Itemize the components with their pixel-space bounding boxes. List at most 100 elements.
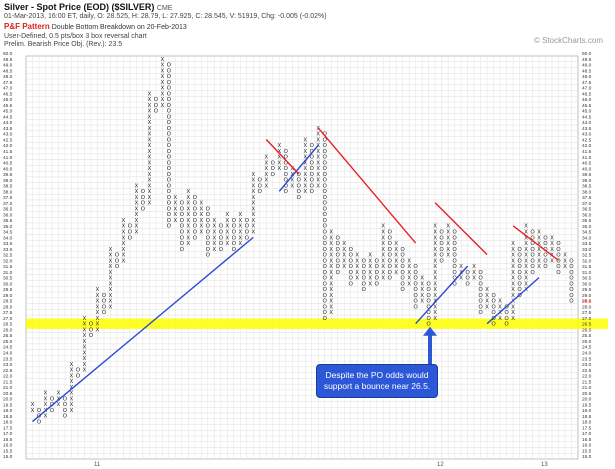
x-box: X [433, 253, 437, 259]
x-box: X [550, 241, 554, 247]
o-box: O [167, 68, 171, 74]
x-box: X [251, 189, 255, 195]
price-tick-right: 20.0 [582, 397, 592, 403]
o-box: O [271, 160, 275, 166]
o-box: O [427, 322, 431, 328]
price-tick-left: 22.5 [3, 368, 13, 374]
x-box: X [368, 253, 372, 259]
o-box: O [414, 276, 418, 282]
o-box: O [128, 224, 132, 230]
x-box: X [251, 229, 255, 235]
o-box: O [414, 281, 418, 287]
x-box: X [303, 155, 307, 161]
x-box: X [381, 253, 385, 259]
price-tick-left: 26.0 [3, 327, 13, 333]
price-tick-left: 33.5 [3, 241, 13, 247]
o-box: O [141, 189, 145, 195]
resistance-line [265, 138, 300, 175]
watermark: © StockCharts.com [533, 36, 603, 45]
price-tick-left: 49.5 [3, 57, 13, 63]
x-box: X [70, 396, 74, 402]
chart-settings: User-Defined, 0.5 pts/box 3 box reversal… [4, 33, 147, 40]
price-tick-right: 33.0 [582, 247, 592, 253]
o-box: O [102, 299, 106, 305]
x-box: X [226, 212, 230, 218]
x-box: X [381, 276, 385, 282]
price-tick-left: 28.0 [3, 304, 13, 310]
o-box: O [180, 206, 184, 212]
x-box: X [368, 270, 372, 276]
o-box: O [323, 304, 327, 310]
x-box: X [368, 258, 372, 264]
o-box: O [115, 264, 119, 270]
x-box: X [174, 195, 178, 201]
price-tick-left: 41.5 [3, 149, 13, 155]
price-tick-left: 42.0 [3, 143, 13, 149]
x-box: X [316, 143, 320, 149]
o-box: O [375, 270, 379, 276]
x-box: X [563, 253, 567, 259]
o-box: O [76, 368, 80, 374]
x-box: X [44, 396, 48, 402]
x-box: X [277, 160, 281, 166]
price-tick-left: 17.5 [3, 425, 13, 431]
x-box: X [498, 316, 502, 322]
price-tick-left: 21.5 [3, 379, 13, 385]
x-box: X [303, 143, 307, 149]
price-tick-left: 36.0 [3, 212, 13, 218]
annotation-callout: Despite the PO odds would support a boun… [316, 364, 438, 398]
x-box: X [148, 201, 152, 207]
o-box: O [167, 109, 171, 115]
o-box: O [219, 241, 223, 247]
x-box: X [148, 120, 152, 126]
price-tick-left: 43.5 [3, 126, 13, 132]
o-box: O [167, 166, 171, 172]
o-box: O [388, 247, 392, 253]
x-box: X [174, 218, 178, 224]
o-box: O [517, 264, 521, 270]
o-box: O [517, 247, 521, 253]
o-box: O [310, 172, 314, 178]
o-box: O [180, 247, 184, 253]
x-box: X [433, 241, 437, 247]
x-box: X [109, 293, 113, 299]
o-box: O [63, 396, 67, 402]
x-box: X [524, 241, 528, 247]
o-box: O [245, 218, 249, 224]
x-box: X [394, 253, 398, 259]
o-box: O [167, 120, 171, 126]
x-box: X [485, 293, 489, 299]
o-box: O [388, 258, 392, 264]
price-tick-right: 35.5 [582, 218, 592, 224]
o-box: O [193, 224, 197, 230]
x-box: X [511, 287, 515, 293]
x-box: X [122, 224, 126, 230]
x-box: X [524, 281, 528, 287]
x-box: X [342, 264, 346, 270]
o-box: O [63, 414, 67, 420]
price-tick-left: 32.5 [3, 253, 13, 259]
price-tick-right: 30.0 [582, 281, 592, 287]
o-box: O [349, 264, 353, 270]
o-box: O [297, 195, 301, 201]
x-box: X [420, 299, 424, 305]
o-box: O [414, 293, 418, 299]
x-box: X [381, 229, 385, 235]
x-box: X [329, 247, 333, 253]
price-tick-left: 45.5 [3, 103, 13, 109]
x-box: X [264, 178, 268, 184]
x-box: X [511, 316, 515, 322]
x-box: X [524, 264, 528, 270]
price-tick-left: 33.0 [3, 247, 13, 253]
o-box: O [206, 235, 210, 241]
x-box: X [537, 241, 541, 247]
price-tick-right: 31.5 [582, 264, 592, 270]
o-box: O [388, 276, 392, 282]
x-box: X [135, 229, 139, 235]
price-tick-right: 36.5 [582, 207, 592, 213]
o-box: O [284, 178, 288, 184]
x-box: X [329, 229, 333, 235]
o-box: O [63, 408, 67, 414]
x-box: X [511, 304, 515, 310]
x-box: X [148, 126, 152, 132]
